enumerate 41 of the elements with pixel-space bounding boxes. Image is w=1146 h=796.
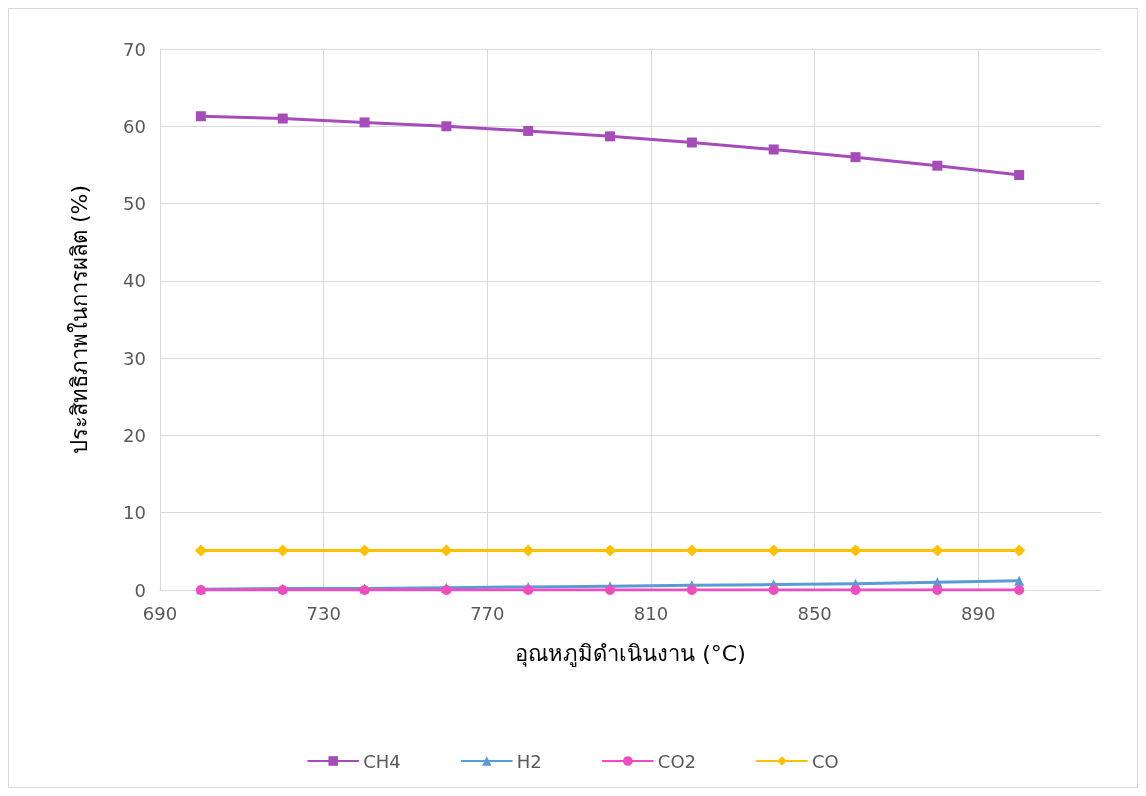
point (1014, 169, 1025, 180)
point (686, 585, 697, 595)
point (850, 585, 861, 595)
point (1013, 544, 1026, 557)
x-tick-label: 810 (633, 602, 669, 624)
point (1014, 585, 1025, 595)
point (932, 160, 943, 171)
y-tick-label: 10 (123, 502, 146, 524)
x-axis-title: อุณหภูมิดำเนินงาน (°C) (515, 640, 746, 667)
legend-label: CO2 (657, 750, 697, 772)
y-tick-label: 40 (123, 270, 146, 292)
point (932, 585, 943, 595)
x-tick-label: 690 (142, 602, 178, 624)
point (277, 113, 288, 124)
y-tick-label: 60 (123, 115, 146, 137)
point (850, 152, 861, 163)
x-tick-label: 890 (961, 602, 996, 624)
legend-label: CH4 (363, 750, 401, 772)
x-tick-label: 850 (797, 602, 832, 624)
y-tick-label: 70 (123, 38, 146, 60)
y-axis-title: ประสิทธิภาพในการผลิต (%) (66, 184, 92, 455)
x-tick-label: 730 (306, 602, 341, 624)
point (195, 111, 206, 122)
legend-label: H2 (516, 750, 542, 772)
point (1014, 575, 1025, 586)
point (194, 544, 207, 557)
point (359, 117, 370, 128)
y-tick-label: 20 (123, 424, 146, 446)
point (768, 144, 779, 155)
legend-label: CO (812, 750, 839, 772)
point (523, 585, 534, 595)
point (768, 585, 779, 595)
y-tick-label: 50 (123, 193, 146, 215)
y-tick-label: 30 (123, 347, 146, 369)
point (523, 125, 534, 136)
point (605, 585, 616, 595)
y-tick-label: 0 (134, 579, 146, 601)
x-tick-label: 770 (470, 602, 505, 624)
point (605, 131, 616, 142)
point (686, 137, 697, 148)
point (441, 121, 452, 132)
